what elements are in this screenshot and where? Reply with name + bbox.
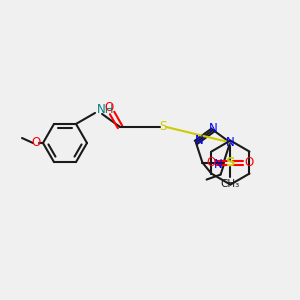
Text: N: N [208,122,217,134]
Text: O: O [104,101,114,114]
Text: NH: NH [97,103,115,116]
Text: S: S [159,120,167,134]
Text: N: N [214,158,223,171]
Text: N: N [194,134,203,147]
Text: O: O [207,156,216,169]
Text: N: N [226,136,235,149]
Text: CH₃: CH₃ [221,178,240,189]
Text: O: O [245,156,254,169]
Text: S: S [226,156,235,169]
Text: O: O [32,136,40,149]
